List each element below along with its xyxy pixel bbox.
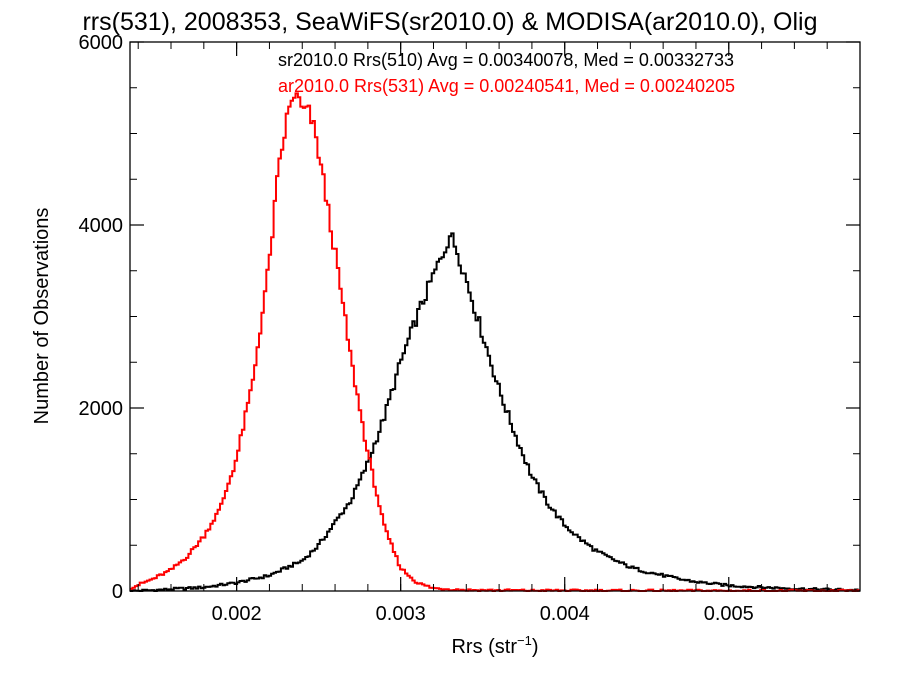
x-axis-label: Rrs (str−1) [451, 633, 538, 658]
y-axis-label: Number of Observations [31, 208, 53, 425]
series-0-histogram-line [130, 232, 860, 592]
y-tick-label: 4000 [79, 215, 124, 237]
x-tick-label: 0.002 [212, 603, 262, 625]
x-tick-label: 0.005 [704, 603, 754, 625]
stats-annotation-1: ar2010.0 Rrs(531) Avg = 0.00240541, Med … [278, 76, 735, 96]
ticks-layer: 0.002 0.003 0.004 0.005 0 2000 4000 6000 [79, 32, 861, 625]
x-tick-label: 0.003 [376, 603, 426, 625]
chart-title: rrs(531), 2008353, SeaWiFS(sr2010.0) & M… [82, 8, 817, 36]
stats-layer: sr2010.0 Rrs(510) Avg = 0.00340078, Med … [278, 50, 735, 96]
y-tick-label: 0 [112, 581, 123, 603]
x-axis-label-superscript: −1 [517, 633, 532, 648]
x-tick-label: 0.004 [540, 603, 590, 625]
y-tick-label: 6000 [79, 32, 124, 54]
x-axis-label-close: ) [532, 636, 539, 658]
y-tick-label: 2000 [79, 398, 124, 420]
stats-annotation-0: sr2010.0 Rrs(510) Avg = 0.00340078, Med … [278, 50, 734, 70]
x-axis-label-main: Rrs (str [451, 636, 517, 658]
